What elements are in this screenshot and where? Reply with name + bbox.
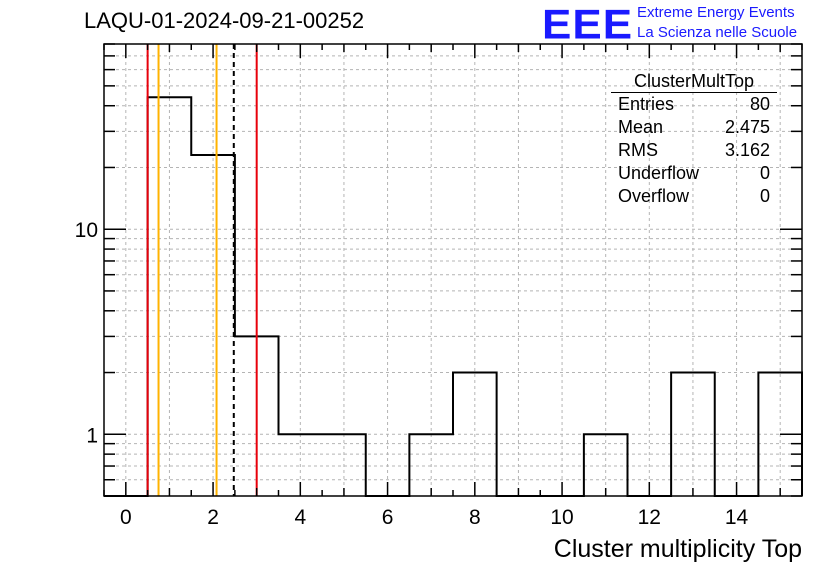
stats-label: Underflow xyxy=(618,163,700,183)
stats-label: RMS xyxy=(618,140,658,160)
histogram-bars xyxy=(104,96,803,497)
stats-value: 3.162 xyxy=(724,140,770,160)
x-tick-label: 8 xyxy=(469,506,481,529)
x-tick-label: 2 xyxy=(207,506,219,529)
y-tick-label: 1 xyxy=(86,424,98,447)
marker-lines xyxy=(146,44,258,496)
x-axis-label: Cluster multiplicity Top xyxy=(553,535,802,563)
stats-row-rms: RMS 3.162 xyxy=(611,139,777,162)
stats-box: ClusterMultTop Entries 80 Mean 2.475 RMS… xyxy=(611,70,777,208)
stats-value: 0 xyxy=(759,186,770,206)
logo-line-1: Extreme Energy Events xyxy=(637,4,795,21)
x-tick-label: 10 xyxy=(550,506,573,529)
x-tick-label: 4 xyxy=(294,506,306,529)
stats-row-entries: Entries 80 xyxy=(611,93,777,116)
stats-value: 0 xyxy=(759,163,770,183)
stats-row-underflow: Underflow 0 xyxy=(611,162,777,185)
stats-label: Overflow xyxy=(618,186,690,206)
x-tick-label: 12 xyxy=(638,506,661,529)
x-tick-label: 0 xyxy=(120,506,132,529)
x-tick-label: 6 xyxy=(382,506,394,529)
stats-label: Mean xyxy=(618,117,664,137)
stats-row-overflow: Overflow 0 xyxy=(611,185,777,208)
stats-row-mean: Mean 2.475 xyxy=(611,116,777,139)
tick-marks: 0 2 4 6 8 10 12 14 1 10 xyxy=(75,43,803,529)
stats-box-title: ClusterMultTop xyxy=(611,70,777,93)
chart-title: LAQU-01-2024-09-21-00252 xyxy=(84,8,365,33)
eee-logo: EEE xyxy=(542,1,634,48)
x-tick-label: 14 xyxy=(725,506,749,529)
stats-value: 80 xyxy=(749,94,770,114)
stats-value: 2.475 xyxy=(724,117,770,137)
logo-line-2: La Scienza nelle Scuole xyxy=(637,24,798,41)
histogram-outline xyxy=(104,96,803,497)
y-tick-label: 10 xyxy=(75,219,98,242)
stats-label: Entries xyxy=(618,94,675,114)
